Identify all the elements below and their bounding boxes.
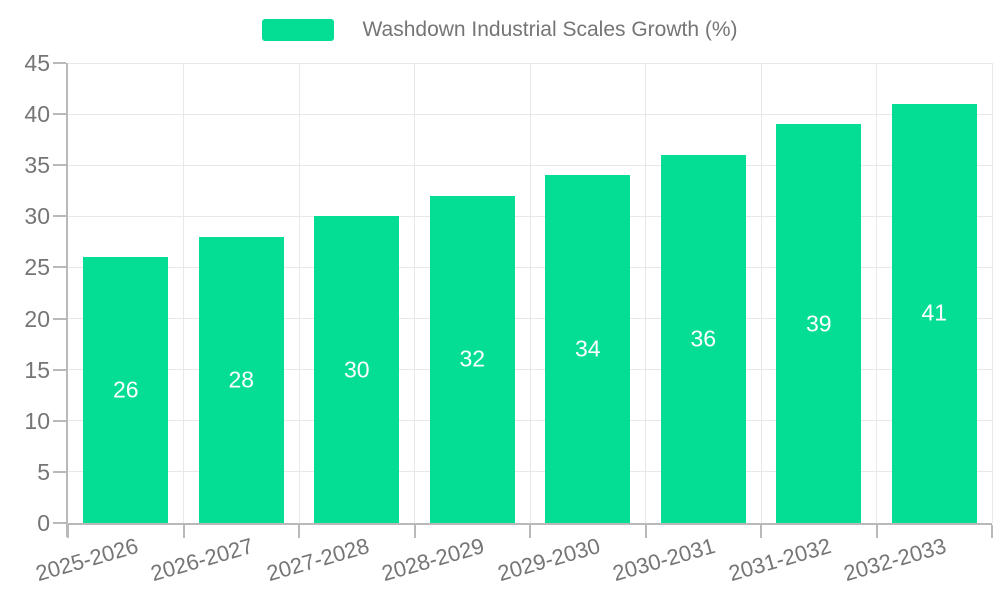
x-tick-label: 2031-2032 (725, 533, 834, 587)
bar-2029-2030: 34 (545, 175, 631, 523)
bar-2028-2029: 32 (429, 195, 515, 523)
y-axis-tick (53, 419, 66, 422)
bar-value-label: 32 (459, 345, 486, 372)
y-tick-label: 10 (24, 407, 50, 434)
bar-2030-2031: 36 (660, 155, 746, 523)
y-tick-label: 25 (24, 254, 50, 281)
bar-value-label: 34 (574, 335, 601, 362)
x-tick-label: 2030-2031 (610, 533, 719, 587)
x-axis-line (68, 523, 992, 525)
y-axis-tick (53, 215, 66, 218)
x-gridline (183, 63, 184, 523)
x-tick-label: 2025-2026 (32, 533, 141, 587)
y-axis-tick (53, 317, 66, 320)
legend-label: Washdown Industrial Scales Growth (%) (362, 18, 738, 41)
bar-2026-2027: 28 (198, 236, 284, 523)
bar-value-label: 41 (921, 299, 948, 326)
x-tick-label: 2026-2027 (148, 533, 257, 587)
x-gridline (760, 63, 762, 523)
x-axis-tick (760, 525, 762, 538)
bar-2032-2033: 41 (891, 103, 977, 523)
x-tick-label: 2028-2029 (379, 533, 488, 587)
x-tick-label: 2027-2028 (263, 533, 372, 587)
bar-2031-2032: 39 (776, 124, 862, 523)
y-tick-label: 0 (37, 510, 50, 536)
x-gridline (645, 63, 646, 523)
x-tick-label: 2029-2030 (494, 533, 603, 587)
y-tick-label: 45 (24, 50, 50, 76)
x-gridline (991, 63, 993, 523)
bar-value-label: 26 (112, 376, 139, 403)
plot-area: 0 5 10 15 20 25 30 35 40 45 26 28 30 32 34 36 39 41 2025-2… (24, 50, 993, 586)
bar-value-label: 28 (228, 366, 255, 393)
y-axis-tick (53, 522, 66, 524)
x-axis-tick (875, 525, 878, 538)
x-gridline (414, 63, 415, 523)
y-axis-tick (53, 470, 66, 473)
y-axis-tick (53, 113, 66, 116)
x-gridline (529, 63, 531, 523)
y-tick-label: 5 (37, 458, 50, 485)
y-axis-tick (53, 62, 66, 64)
x-axis-tick (644, 525, 647, 538)
x-axis-tick (67, 525, 69, 538)
bar-value-label: 36 (690, 325, 717, 352)
y-tick-label: 40 (24, 101, 50, 128)
x-axis-tick (991, 525, 993, 538)
x-axis-tick (182, 525, 185, 538)
y-tick-label: 30 (24, 203, 50, 230)
y-axis-tick (53, 266, 66, 269)
y-tick-label: 20 (24, 305, 50, 332)
bar-value-label: 39 (805, 310, 832, 337)
chart-legend: Washdown Industrial Scales Growth (%) (0, 18, 1000, 42)
bar-value-label: 30 (343, 356, 370, 383)
y-axis-line (66, 63, 68, 537)
bar-2027-2028: 30 (314, 216, 400, 523)
x-tick-label: 2032-2033 (841, 533, 950, 587)
bar-2025-2026: 26 (83, 257, 169, 523)
x-axis-tick (413, 525, 416, 538)
x-axis-tick (298, 525, 300, 538)
legend-swatch (262, 19, 335, 41)
x-gridline (298, 63, 300, 523)
y-axis-tick (53, 368, 66, 371)
x-gridline (876, 63, 877, 523)
y-tick-label: 35 (24, 152, 50, 179)
y-tick-label: 15 (24, 356, 50, 383)
y-axis-tick (53, 164, 66, 167)
x-axis-tick (529, 525, 531, 538)
